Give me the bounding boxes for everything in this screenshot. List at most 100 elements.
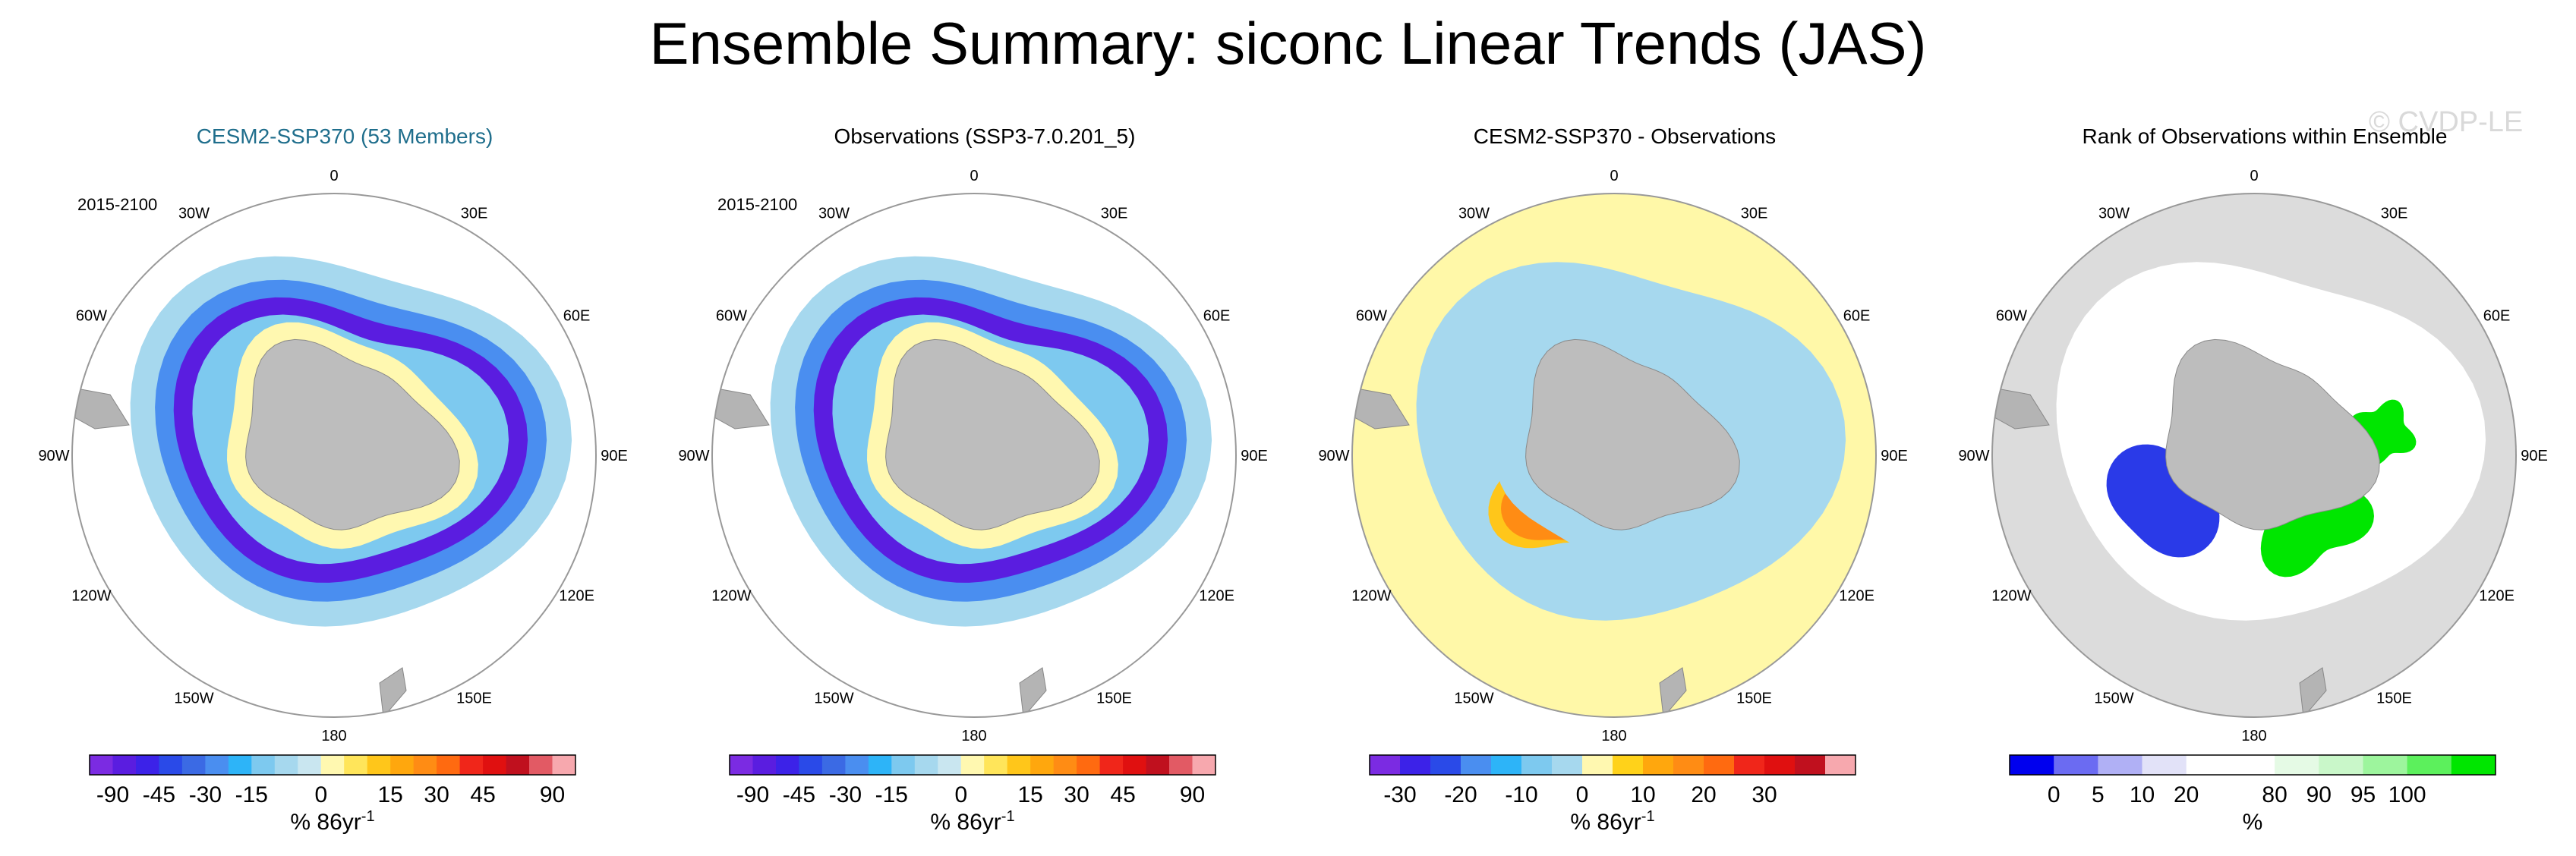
colorbar-swatch bbox=[2451, 755, 2496, 775]
colorbar-tick-label: 45 bbox=[470, 782, 495, 807]
colorbar-tick-label: 30 bbox=[1751, 782, 1777, 807]
colorbar-swatch bbox=[1734, 755, 1765, 775]
colorbar-frame bbox=[729, 754, 1216, 776]
colorbar-swatch bbox=[1461, 755, 1492, 775]
colorbar-swatch bbox=[730, 755, 753, 775]
longitude-label: 0 bbox=[970, 168, 978, 184]
figure-title: Ensemble Summary: siconc Linear Trends (… bbox=[649, 10, 1927, 77]
new-zealand-land bbox=[2299, 667, 2327, 717]
colorbar-swatch bbox=[1582, 755, 1613, 775]
longitude-label: 120E bbox=[1839, 588, 1874, 605]
colorbar-swatch bbox=[1146, 755, 1170, 775]
colorbar-tick-label: 45 bbox=[1110, 782, 1135, 807]
colorbar-swatch bbox=[1673, 755, 1704, 775]
colorbar-tick-label: 5 bbox=[2092, 782, 2105, 807]
new-zealand-land bbox=[1659, 667, 1687, 717]
longitude-label: 30W bbox=[2098, 205, 2130, 222]
longitude-label: 120E bbox=[1199, 588, 1234, 605]
colorbar-swatch bbox=[1521, 755, 1553, 775]
longitude-label: 30E bbox=[2381, 205, 2408, 222]
colorbar-tick-label: -45 bbox=[783, 782, 815, 807]
panel-difference: CESM2-SSP370 - Observations 0 30E 60E 90E 12… bbox=[1303, 114, 1947, 856]
colorbar-swatch bbox=[1430, 755, 1461, 775]
colorbar-swatch bbox=[1099, 755, 1124, 775]
colorbar-swatch bbox=[1053, 755, 1077, 775]
colorbar-swatch bbox=[868, 755, 892, 775]
longitude-label: 30E bbox=[1741, 205, 1768, 222]
longitude-label: 0 bbox=[1610, 168, 1618, 184]
colorbar-swatch bbox=[1077, 755, 1101, 775]
new-zealand-land bbox=[379, 667, 407, 717]
colorbar-swatch bbox=[1643, 755, 1674, 775]
polar-map-rank: 0 30E 60E 90E 120E 150E 180 150W 120W 90W 60W 30W 0 5… bbox=[1958, 168, 2547, 835]
longitude-label: 150E bbox=[2376, 691, 2412, 707]
colorbar-tick-label: -15 bbox=[875, 782, 908, 807]
colorbar-tick-label: 80 bbox=[2262, 782, 2287, 807]
colorbar-tick-label: 20 bbox=[2174, 782, 2199, 807]
longitude-label: 150W bbox=[2094, 691, 2133, 707]
antarctica-land bbox=[885, 338, 1100, 530]
colorbar-tick-label: 0 bbox=[954, 782, 967, 807]
colorbar-swatch bbox=[2230, 755, 2275, 775]
colorbar-swatch bbox=[2098, 755, 2143, 775]
colorbar-swatch bbox=[1030, 755, 1055, 775]
colorbar-units-label: % 86yr-1 bbox=[290, 808, 374, 835]
colorbar-swatch bbox=[529, 755, 553, 775]
antarctica-land bbox=[245, 338, 460, 530]
colorbar-tick-label: 30 bbox=[1064, 782, 1089, 807]
antarctica-land bbox=[2165, 338, 2380, 530]
colorbar-tick-label: 95 bbox=[2351, 782, 2376, 807]
colorbar-tick-label: 30 bbox=[424, 782, 449, 807]
panel-title: CESM2-SSP370 (53 Members) bbox=[196, 124, 493, 148]
new-zealand-land bbox=[1019, 667, 1047, 717]
colorbar-tick-label: -90 bbox=[736, 782, 769, 807]
longitude-label: 120W bbox=[1351, 588, 1391, 605]
colorbar-swatch bbox=[112, 755, 137, 775]
longitude-label: 60E bbox=[2483, 308, 2511, 325]
colorbar-swatch bbox=[914, 755, 938, 775]
colorbar-tick-label: 100 bbox=[2388, 782, 2426, 807]
longitude-label: 60E bbox=[1843, 308, 1871, 325]
colorbar-swatch bbox=[90, 755, 113, 775]
colorbar-swatch bbox=[459, 755, 484, 775]
colorbar-swatch bbox=[320, 755, 345, 775]
longitude-label: 0 bbox=[329, 168, 338, 184]
longitude-label: 150W bbox=[1454, 691, 1493, 707]
longitude-label: 150E bbox=[1736, 691, 1772, 707]
longitude-label: 180 bbox=[961, 728, 986, 744]
colorbar-swatch bbox=[2010, 755, 2054, 775]
colorbar-swatch bbox=[960, 755, 985, 775]
colorbar-swatch bbox=[2363, 755, 2408, 775]
colorbar-frame bbox=[2009, 754, 2496, 776]
colorbar-swatch bbox=[2275, 755, 2319, 775]
polar-map-difference: 0 30E 60E 90E 120E 150E 180 150W 120W 90W 60W 30W -3… bbox=[1318, 168, 1907, 835]
colorbar-swatch bbox=[367, 755, 391, 775]
longitude-label: 180 bbox=[321, 728, 346, 744]
panel-rank: Rank of Observations within Ensemble 0 30… bbox=[1943, 114, 2576, 856]
colorbar-units-label: % 86yr-1 bbox=[1570, 808, 1654, 835]
longitude-label: 60W bbox=[716, 308, 747, 325]
colorbar-frame bbox=[89, 754, 576, 776]
map-boundary bbox=[1991, 193, 2517, 718]
colorbar-swatch bbox=[136, 755, 159, 775]
colorbar-tick-label: -30 bbox=[189, 782, 222, 807]
polar-map-cesm2-ssp370: 0 30E 60E 90E 120E 150E 180 150W 120W 90W 60W 30W -9… bbox=[38, 168, 627, 835]
colorbar-tick-label: 0 bbox=[314, 782, 327, 807]
longitude-label: 60E bbox=[563, 308, 591, 325]
colorbar-swatch bbox=[821, 755, 846, 775]
longitude-label: 30E bbox=[461, 205, 488, 222]
colorbar-tick-label: 90 bbox=[2306, 782, 2332, 807]
watermark: © CVDP-LE bbox=[2369, 106, 2524, 138]
longitude-label: 120W bbox=[1991, 588, 2031, 605]
colorbar-tick-label: -45 bbox=[143, 782, 175, 807]
antarctica-land bbox=[1525, 338, 1740, 530]
colorbar-swatch bbox=[181, 755, 206, 775]
longitude-label: 150W bbox=[814, 691, 853, 707]
period-label: 2015-2100 bbox=[77, 195, 158, 214]
colorbar-units-label: % bbox=[2243, 810, 2263, 835]
colorbar-swatch bbox=[1007, 755, 1031, 775]
colorbar-tick-label: -90 bbox=[96, 782, 129, 807]
longitude-label: 30W bbox=[178, 205, 210, 222]
colorbar-swatch bbox=[159, 755, 183, 775]
colorbar-swatch bbox=[1370, 755, 1401, 775]
